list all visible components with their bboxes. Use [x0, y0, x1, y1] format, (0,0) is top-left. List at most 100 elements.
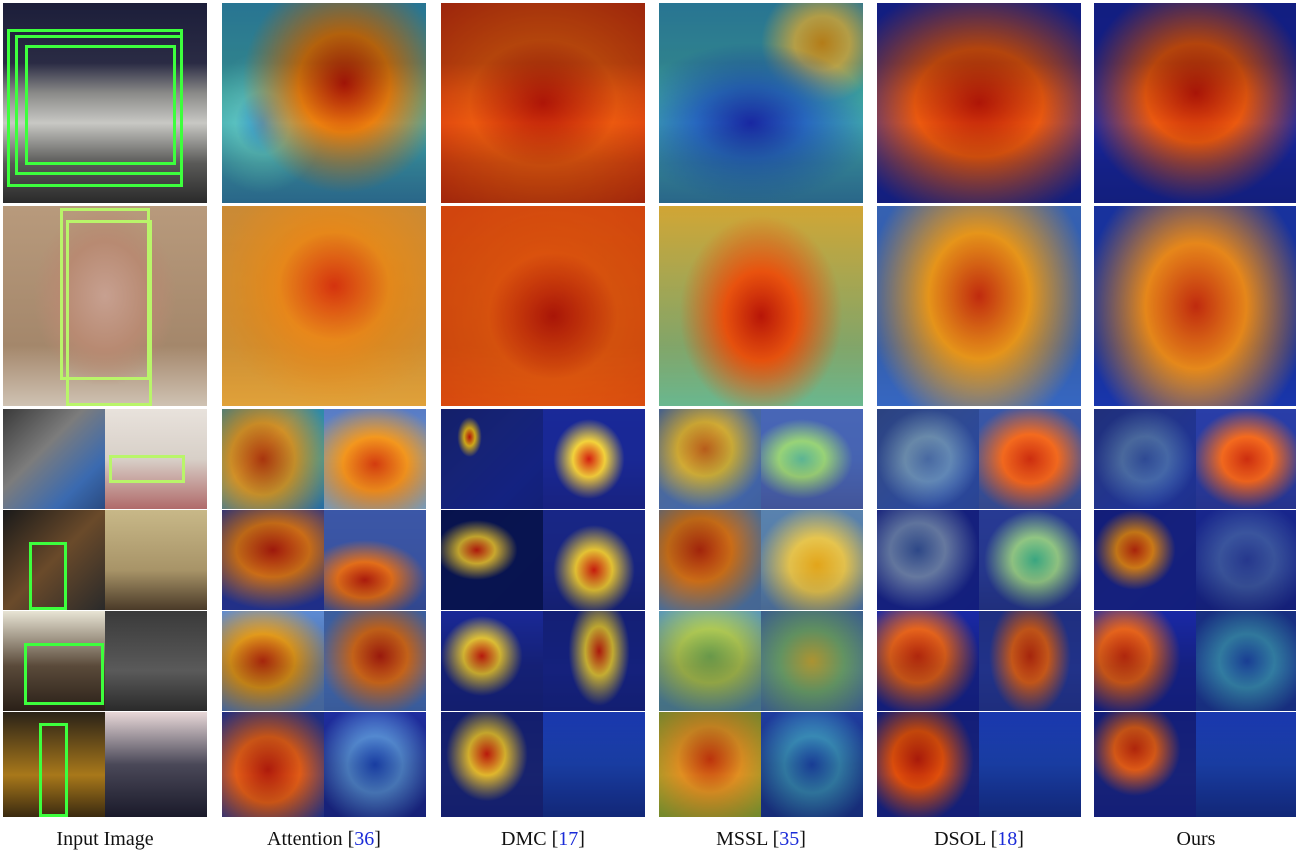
photo-underlay [1196, 611, 1296, 711]
localization-heatmap [222, 409, 426, 509]
image-panel [441, 3, 645, 203]
photo-underlay [761, 409, 863, 509]
image-tile [979, 611, 1081, 711]
caption-label: Attention [267, 828, 343, 850]
image-tile [222, 611, 324, 711]
ground-truth-box [24, 643, 104, 705]
image-tile [222, 510, 324, 610]
photo-underlay [877, 712, 979, 817]
image-tile [441, 712, 543, 817]
photo-underlay [877, 3, 1081, 203]
caption-input-image: Input Image [3, 828, 207, 851]
photo-underlay [324, 611, 426, 711]
localization-heatmap [877, 510, 1081, 610]
image-panel [441, 206, 645, 406]
photo-underlay [761, 611, 863, 711]
localization-heatmap [222, 611, 426, 711]
photo-underlay [761, 712, 863, 817]
ground-truth-box [109, 455, 185, 483]
photo-underlay [324, 510, 426, 610]
localization-heatmap [877, 712, 1081, 817]
localization-heatmap [1094, 206, 1296, 406]
photo-underlay [1094, 206, 1296, 406]
photo-underlay [222, 510, 324, 610]
localization-heatmap [877, 206, 1081, 406]
image-tile [1094, 510, 1196, 610]
photo-underlay [543, 712, 645, 817]
input-image [3, 611, 207, 711]
input-image [3, 510, 207, 610]
image-tile [1094, 611, 1196, 711]
photo-underlay [877, 409, 979, 509]
image-tile [761, 611, 863, 711]
photo-underlay [324, 712, 426, 817]
photo-underlay [659, 409, 761, 509]
image-tile [441, 409, 543, 509]
image-tile [659, 712, 761, 817]
localization-heatmap [1094, 510, 1296, 610]
image-tile [324, 611, 426, 711]
photo-underlay [543, 611, 645, 711]
localization-heatmap [441, 712, 645, 817]
photo-underlay [979, 510, 1081, 610]
citation-link[interactable]: 17 [558, 828, 579, 850]
photo-underlay [222, 3, 426, 203]
ground-truth-box [25, 45, 177, 165]
image-tile [1196, 510, 1296, 610]
photo-underlay [222, 206, 426, 406]
ground-truth-box [15, 35, 183, 175]
image-tile [3, 611, 105, 711]
image-tile [3, 409, 105, 509]
ground-truth-box [28, 542, 68, 610]
photo-underlay [1196, 510, 1296, 610]
image-tile [761, 510, 863, 610]
heatmap-column [1094, 3, 1296, 817]
image-panel [3, 3, 207, 203]
photo-underlay [222, 409, 324, 509]
image-tile [222, 409, 324, 509]
input-image [3, 206, 207, 406]
photo-underlay [1196, 409, 1296, 509]
image-tile [877, 611, 979, 711]
image-tile [324, 712, 426, 817]
heatmap-column [659, 3, 863, 817]
image-tile [877, 712, 979, 817]
image-tile [659, 409, 761, 509]
photo-underlay [877, 206, 1081, 406]
photo-underlay [222, 712, 324, 817]
heatmap-column [441, 3, 645, 817]
localization-heatmap [222, 712, 426, 817]
localization-heatmap [659, 206, 863, 406]
localization-heatmap [441, 206, 645, 406]
localization-heatmap [222, 510, 426, 610]
localization-heatmap [1094, 409, 1296, 509]
photo-underlay [979, 409, 1081, 509]
citation-link[interactable]: 36 [354, 828, 375, 850]
localization-heatmap [222, 3, 426, 203]
localization-heatmap [877, 409, 1081, 509]
photo-underlay [979, 712, 1081, 817]
citation-link[interactable]: 18 [997, 828, 1018, 850]
localization-heatmap [1094, 611, 1296, 711]
photo-underlay [441, 712, 543, 817]
image-tile [105, 712, 207, 817]
heatmap-column [877, 3, 1081, 817]
localization-heatmap [1094, 712, 1296, 817]
image-tile [222, 712, 324, 817]
image-panel [222, 206, 426, 406]
photo-underlay [1094, 712, 1196, 817]
citation-link[interactable]: 35 [779, 828, 800, 850]
localization-heatmap [441, 3, 645, 203]
ground-truth-box [38, 722, 69, 817]
photo-underlay [877, 510, 979, 610]
image-tile [3, 712, 105, 817]
image-panel [1094, 206, 1296, 406]
image-tile [1196, 409, 1296, 509]
image-tile [1196, 611, 1296, 711]
localization-heatmap [441, 409, 645, 509]
localization-heatmap [659, 712, 863, 817]
photo-underlay [659, 3, 863, 203]
image-tile [1094, 409, 1196, 509]
image-tile [105, 611, 207, 711]
caption-label: DMC [501, 828, 547, 850]
